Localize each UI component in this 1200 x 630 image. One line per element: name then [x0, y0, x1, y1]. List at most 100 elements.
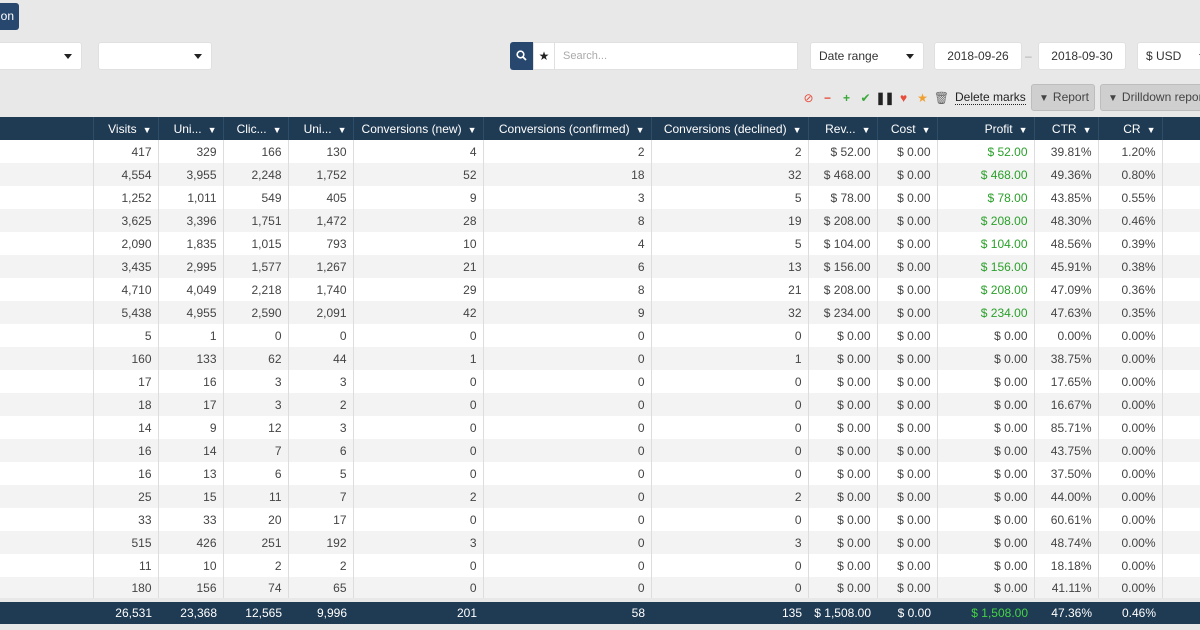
filter-icon[interactable]: ▼: [1082, 124, 1092, 135]
table-cell: $ 0.00: [877, 209, 938, 232]
table-row[interactable]: 33 33 20 17 0 0 0 $ 0.00 $ 0.00 $ 0.00 60.61% 0.00%…: [0, 508, 1200, 531]
column-header[interactable]: Visits ▼: [93, 117, 159, 140]
totals-cell: 58: [483, 598, 651, 624]
search-button[interactable]: [510, 42, 533, 70]
delete-marks-link[interactable]: Delete marks: [955, 90, 1026, 105]
table-row[interactable]: 3,625 3,396 1,751 1,472 28 8 19 $ 208.00 $ 0.00 $…: [0, 209, 1200, 232]
top-left-button[interactable]: on: [0, 3, 19, 30]
table-cell: [0, 301, 94, 324]
table-cell: 13: [651, 255, 809, 278]
report-button[interactable]: ▼ Report: [1031, 84, 1095, 111]
filter-select-2[interactable]: [98, 42, 212, 70]
table-cell: 33: [158, 508, 224, 531]
table-row[interactable]: 417 329 166 130 4 2 2 $ 52.00 $ 0.00 $ 52.00 39.81…: [0, 140, 1200, 163]
filter-icon[interactable]: ▼: [921, 124, 931, 135]
table-cell: 18: [483, 163, 652, 186]
cancel-icon[interactable]: ⊘: [803, 91, 814, 105]
filter-select-1[interactable]: [0, 42, 82, 70]
filter-icon[interactable]: ▼: [272, 124, 282, 135]
filter-icon[interactable]: ▼: [792, 124, 802, 135]
column-header[interactable]: Conversions (declined) ▼: [651, 117, 809, 140]
table-cell: 1,267: [288, 255, 354, 278]
table-row[interactable]: 180 156 74 65 0 0 0 $ 0.00 $ 0.00 $ 0.00 41.11% 0.0…: [0, 577, 1200, 600]
table-row[interactable]: 1,252 1,011 549 405 9 3 5 $ 78.00 $ 0.00 $ 78.00 4…: [0, 186, 1200, 209]
table-cell: 9: [483, 301, 652, 324]
table-cell: $ 0.00: [877, 485, 938, 508]
date-range-select[interactable]: Date range: [810, 42, 924, 70]
pause-icon[interactable]: ❚❚: [875, 91, 894, 105]
filter-icon[interactable]: ▼: [635, 124, 645, 135]
date-from-field[interactable]: 2018-09-26: [934, 42, 1022, 70]
star-icon[interactable]: ★: [917, 91, 928, 105]
table-row[interactable]: 515 426 251 192 3 0 3 $ 0.00 $ 0.00 $ 0.00 48.74% 0…: [0, 531, 1200, 554]
filter-icon[interactable]: ▼: [467, 124, 477, 135]
search-input[interactable]: [554, 42, 798, 70]
minus-icon[interactable]: −: [823, 91, 831, 105]
column-header[interactable]: CTR ▼: [1034, 117, 1099, 140]
plus-icon[interactable]: +: [842, 91, 850, 105]
column-header[interactable]: Uni... ▼: [288, 117, 354, 140]
filter-icon[interactable]: ▼: [861, 124, 871, 135]
column-header[interactable]: CV▼: [1162, 117, 1200, 140]
table-cell: 0.00: [1162, 531, 1200, 554]
table-cell: 20: [223, 508, 289, 531]
table-row[interactable]: 160 133 62 44 1 0 1 $ 0.00 $ 0.00 $ 0.00 38.75% 0.0…: [0, 347, 1200, 370]
favorite-search-button[interactable]: ★: [533, 42, 554, 70]
table-row[interactable]: 5,438 4,955 2,590 2,091 42 9 32 $ 234.00 $ 0.00 $…: [0, 301, 1200, 324]
table-row[interactable]: 4,554 3,955 2,248 1,752 52 18 32 $ 468.00 $ 0.00…: [0, 163, 1200, 186]
table-cell: 3: [223, 393, 289, 416]
table-cell: 0.17: [1162, 278, 1200, 301]
table-cell: $ 104.00: [937, 232, 1035, 255]
filter-icon[interactable]: ▼: [1146, 124, 1156, 135]
column-header[interactable]: Conversions (confirmed) ▼: [483, 117, 652, 140]
table-cell: $ 0.00: [877, 416, 938, 439]
currency-select[interactable]: $ USD: [1137, 42, 1200, 70]
column-header[interactable]: Rev... ▼: [808, 117, 878, 140]
column-header-label: Visits: [108, 121, 137, 136]
table-row[interactable]: 4,710 4,049 2,218 1,740 29 8 21 $ 208.00 $ 0.00 $…: [0, 278, 1200, 301]
drilldown-report-button[interactable]: ▼ Drilldown report: [1100, 84, 1200, 111]
date-to-field[interactable]: 2018-09-30: [1038, 42, 1126, 70]
table-cell: 0.46%: [1098, 209, 1163, 232]
filter-icon[interactable]: ▼: [142, 124, 152, 135]
table-cell: [0, 393, 94, 416]
column-header-label: Conversions (declined): [663, 121, 787, 136]
column-header[interactable]: CR ▼: [1098, 117, 1163, 140]
table-row[interactable]: 3,435 2,995 1,577 1,267 21 6 13 $ 156.00 $ 0.00 $…: [0, 255, 1200, 278]
filter-icon[interactable]: ▼: [1018, 124, 1028, 135]
table-cell: 0: [483, 347, 652, 370]
table-cell: 0.00%: [1098, 347, 1163, 370]
column-header[interactable]: Profit ▼: [937, 117, 1035, 140]
mark-actions: ⊘ − + ✔ ❚❚ ♥ ★ 🗑 Delete marks: [799, 90, 1026, 106]
totals-cell: 0.46%: [1098, 598, 1162, 624]
column-header[interactable]: Clic... ▼: [223, 117, 289, 140]
filter-icon[interactable]: ▼: [207, 124, 217, 135]
table-cell: $ 0.00: [937, 393, 1035, 416]
table-cell: 0: [353, 324, 484, 347]
trash-icon[interactable]: 🗑: [933, 91, 950, 105]
table-row[interactable]: 2,090 1,835 1,015 793 10 4 5 $ 104.00 $ 0.00 $ 10…: [0, 232, 1200, 255]
column-header-label: Uni...: [303, 121, 332, 136]
column-header[interactable]: [0, 117, 94, 140]
column-header[interactable]: Cost ▼: [877, 117, 938, 140]
column-header[interactable]: Uni... ▼: [158, 117, 224, 140]
filter-icon[interactable]: ▼: [337, 124, 347, 135]
table-cell: 0: [353, 462, 484, 485]
check-icon[interactable]: ✔: [860, 91, 871, 105]
totals-cell: 0.23: [1162, 598, 1200, 624]
table-cell: 28: [353, 209, 484, 232]
table-cell: 14: [93, 416, 159, 439]
heart-icon[interactable]: ♥: [899, 91, 908, 105]
table-cell: 0.00%: [1098, 577, 1163, 600]
column-header[interactable]: Conversions (new) ▼: [353, 117, 484, 140]
table-cell: 32: [651, 301, 809, 324]
table-cell: 0: [483, 370, 652, 393]
